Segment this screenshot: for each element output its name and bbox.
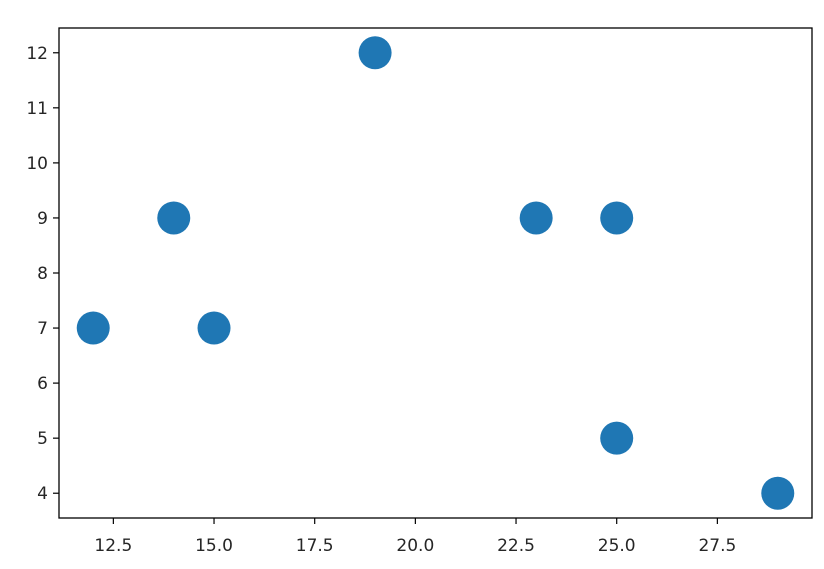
y-tick-label: 10 xyxy=(26,154,48,174)
points-layer xyxy=(76,36,795,510)
y-tick-label: 11 xyxy=(26,99,48,119)
data-point xyxy=(358,36,392,70)
y-tick-label: 8 xyxy=(37,264,48,284)
y-tick-label: 6 xyxy=(37,374,48,394)
data-point xyxy=(76,311,110,345)
y-tick-label: 9 xyxy=(37,209,48,229)
y-tick-label: 7 xyxy=(37,319,48,339)
data-point xyxy=(600,201,634,235)
x-axis: 12.5 15.0 17.5 20.0 22.5 25.0 27.5 xyxy=(94,518,736,556)
x-tick-label: 12.5 xyxy=(94,536,132,556)
x-tick-label: 15.0 xyxy=(195,536,233,556)
x-tick-label: 25.0 xyxy=(598,536,636,556)
x-tick-label: 27.5 xyxy=(698,536,736,556)
data-point xyxy=(600,421,634,455)
data-point xyxy=(197,311,231,345)
x-tick-label: 22.5 xyxy=(497,536,535,556)
x-tick-label: 20.0 xyxy=(396,536,434,556)
x-tick-label: 17.5 xyxy=(296,536,334,556)
y-tick-label: 4 xyxy=(37,484,48,504)
data-point xyxy=(157,201,191,235)
data-point xyxy=(761,476,795,510)
y-axis: 4 5 6 7 8 9 10 11 12 xyxy=(26,44,59,504)
y-tick-label: 5 xyxy=(37,429,48,449)
y-tick-label: 12 xyxy=(26,44,48,64)
data-point xyxy=(519,201,553,235)
